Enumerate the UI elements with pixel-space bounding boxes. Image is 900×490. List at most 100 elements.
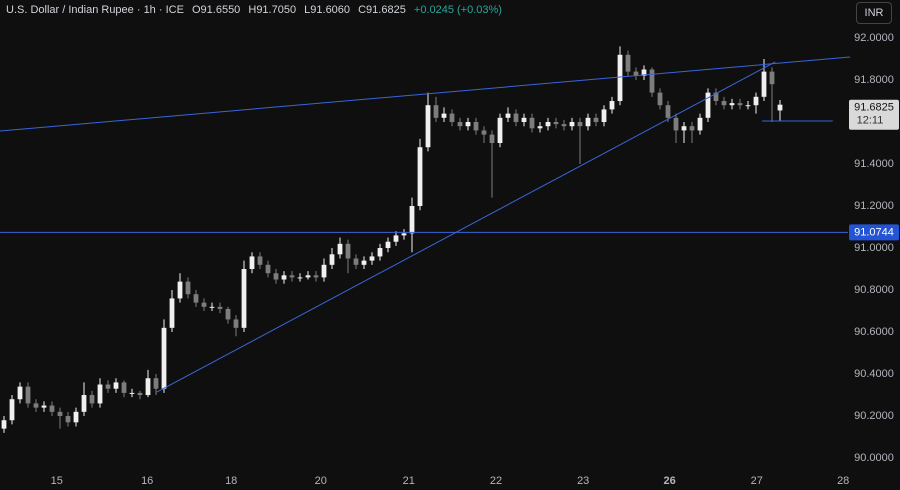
price-tag <box>849 224 899 241</box>
candle-body <box>217 306 223 309</box>
candle-body <box>89 395 95 404</box>
candle-body <box>665 105 671 118</box>
candle-body <box>713 92 719 102</box>
candle-body <box>769 71 775 85</box>
candle-body <box>457 122 463 127</box>
currency-button[interactable]: INR <box>856 2 892 24</box>
candle-body <box>609 101 615 110</box>
x-tick-label: 23 <box>577 475 589 487</box>
candle-body <box>209 306 215 308</box>
candle-body <box>577 122 583 127</box>
price-tag-label: 91.0744 <box>854 226 894 238</box>
candle-body <box>473 122 479 131</box>
x-tick-label: 28 <box>837 475 849 487</box>
candle-body <box>417 147 423 207</box>
candle-body <box>185 281 191 295</box>
candle-body <box>721 101 727 106</box>
candle-body <box>601 109 607 123</box>
countdown-label: 12:11 <box>857 115 884 127</box>
symbol-title: U.S. Dollar / Indian Rupee · 1h · ICE <box>6 4 184 16</box>
candle-body <box>401 233 407 236</box>
candle-body <box>433 105 439 118</box>
candle-body <box>81 395 87 412</box>
candle-body <box>617 54 623 102</box>
candle-body <box>585 117 591 127</box>
candle-body <box>393 235 399 242</box>
candle-body <box>305 275 311 278</box>
close-label: C91.6825 <box>358 4 406 16</box>
trendline <box>0 56 851 132</box>
candle-body <box>97 384 103 404</box>
candle-body <box>649 69 655 93</box>
candle-body <box>361 260 367 265</box>
candle-body <box>345 243 351 259</box>
change-label: +0.0245 (+0.03%) <box>413 4 502 16</box>
x-tick-label: 15 <box>51 475 63 487</box>
candle-body <box>49 405 55 412</box>
candle-body <box>505 113 511 118</box>
candle-body <box>553 122 559 125</box>
y-tick-label: 91.2000 <box>854 200 894 212</box>
candle-body <box>193 294 199 303</box>
candle-body <box>241 269 247 328</box>
candle-body <box>385 241 391 249</box>
y-tick-label: 91.0000 <box>854 242 894 254</box>
candle-body <box>745 105 751 107</box>
y-tick-label: 90.4000 <box>854 368 894 380</box>
candle-body <box>545 122 551 127</box>
candle-body <box>313 275 319 278</box>
candle-body <box>249 256 255 270</box>
candle-body <box>161 327 167 389</box>
candle-body <box>145 378 151 396</box>
candle-body <box>1 420 7 429</box>
candle-body <box>673 117 679 131</box>
candle-body <box>377 248 383 257</box>
candle-body <box>25 386 31 404</box>
candle-body <box>705 92 711 118</box>
candle-body <box>441 113 447 118</box>
y-tick-label: 91.4000 <box>854 158 894 170</box>
candle-body <box>777 104 783 111</box>
candle-body <box>481 130 487 135</box>
candle-body <box>137 392 143 396</box>
candle-body <box>73 411 79 423</box>
candle-body <box>625 54 631 72</box>
candle-body <box>121 382 127 393</box>
candle-body <box>529 117 535 129</box>
candle-body <box>689 126 695 131</box>
y-tick-label: 92.0000 <box>854 32 894 44</box>
candle-body <box>681 126 687 131</box>
x-tick-label: 20 <box>315 475 327 487</box>
candle-body <box>537 126 543 129</box>
header: U.S. Dollar / Indian Rupee · 1h · ICE O9… <box>6 4 507 16</box>
low-label: L91.6060 <box>304 4 351 16</box>
candle-body <box>297 277 303 279</box>
y-tick-label: 90.6000 <box>854 326 894 338</box>
candle-body <box>257 256 263 265</box>
trendline <box>156 61 776 393</box>
candle-body <box>321 264 327 278</box>
candle-body <box>169 298 175 328</box>
candle-body <box>753 96 759 106</box>
candle-body <box>465 122 471 127</box>
candle-body <box>737 103 743 106</box>
candle-body <box>697 117 703 131</box>
candle-body <box>113 382 119 389</box>
y-tick-label: 91.8000 <box>854 74 894 86</box>
candle-body <box>657 92 663 106</box>
high-label: H91.7050 <box>248 4 297 16</box>
y-tick-label: 90.0000 <box>854 452 894 464</box>
candle-body <box>129 392 135 394</box>
candle-body <box>641 69 647 76</box>
x-tick-label: 16 <box>141 475 153 487</box>
candle-body <box>425 105 431 148</box>
candle-body <box>41 405 47 408</box>
candle-body <box>57 411 63 417</box>
candle-body <box>329 254 335 265</box>
open-label: O91.6550 <box>191 4 241 16</box>
candle-body <box>633 71 639 76</box>
y-tick-label: 90.8000 <box>854 284 894 296</box>
candle-body <box>497 117 503 144</box>
